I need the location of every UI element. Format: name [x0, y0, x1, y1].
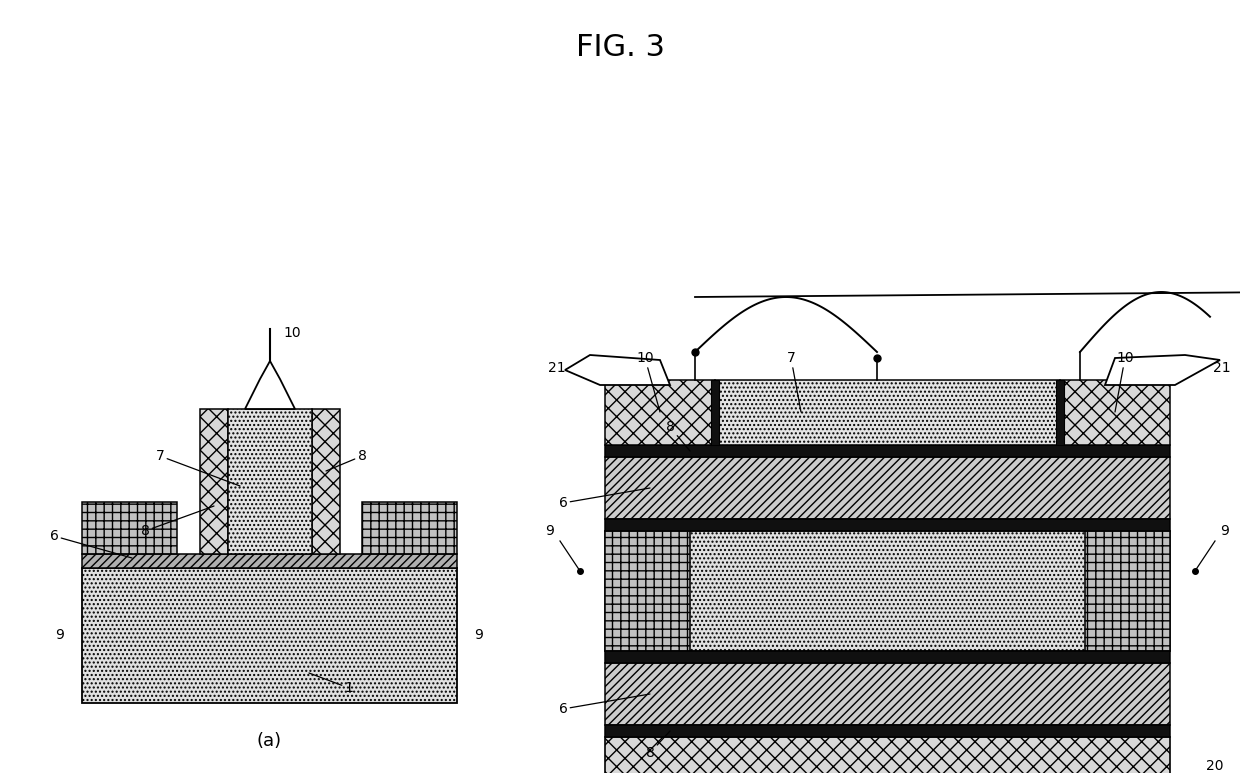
- Bar: [1085, 531, 1171, 651]
- Bar: [1056, 380, 1064, 445]
- Bar: [82, 568, 458, 703]
- Bar: [82, 502, 177, 554]
- Text: 6: 6: [558, 488, 650, 510]
- Bar: [605, 519, 1171, 531]
- Bar: [605, 531, 1171, 651]
- Text: 9: 9: [1220, 524, 1229, 538]
- Text: 8: 8: [666, 420, 689, 451]
- Bar: [711, 380, 719, 445]
- Bar: [605, 457, 1171, 519]
- Text: 20: 20: [1207, 759, 1224, 773]
- Text: 21: 21: [548, 361, 565, 375]
- Bar: [312, 409, 340, 554]
- Text: 9: 9: [475, 628, 484, 642]
- Text: 8: 8: [140, 506, 215, 538]
- Bar: [1060, 380, 1171, 445]
- Bar: [605, 725, 1171, 737]
- Polygon shape: [1105, 355, 1220, 385]
- Bar: [605, 651, 1171, 663]
- Text: 10: 10: [283, 326, 301, 340]
- Bar: [228, 409, 312, 554]
- Text: 6: 6: [558, 694, 650, 716]
- Text: FIG. 3: FIG. 3: [575, 33, 665, 63]
- Bar: [605, 663, 1171, 725]
- Bar: [200, 409, 228, 554]
- Text: 1: 1: [309, 673, 353, 695]
- Text: 7: 7: [156, 449, 241, 486]
- Text: 8: 8: [646, 731, 670, 760]
- Polygon shape: [246, 361, 295, 409]
- Text: 9: 9: [546, 524, 554, 538]
- Polygon shape: [565, 355, 670, 385]
- Text: 6: 6: [50, 529, 131, 558]
- Text: (a): (a): [257, 732, 281, 750]
- Bar: [605, 380, 715, 445]
- Bar: [82, 554, 458, 568]
- Text: 9: 9: [56, 628, 64, 642]
- Text: 10: 10: [636, 351, 660, 412]
- Text: 21: 21: [1213, 361, 1231, 375]
- Text: 7: 7: [786, 351, 801, 412]
- Bar: [362, 502, 458, 554]
- Text: 10: 10: [1115, 351, 1133, 412]
- Bar: [715, 380, 1060, 445]
- Bar: [605, 445, 1171, 457]
- Bar: [605, 737, 1171, 773]
- Text: 8: 8: [326, 449, 367, 471]
- Bar: [605, 531, 689, 651]
